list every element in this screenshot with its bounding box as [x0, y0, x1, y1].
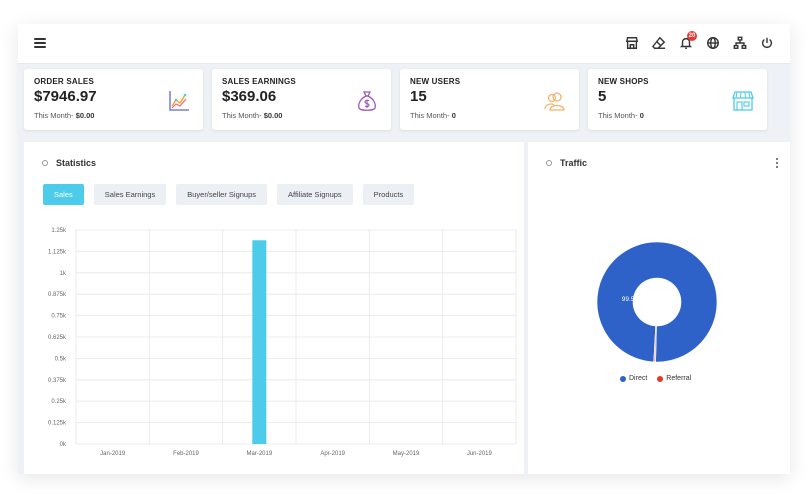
bar-mar-2019[interactable]: [252, 240, 267, 444]
circle-icon: [546, 160, 552, 166]
card-subtext: This Month- 0: [598, 111, 767, 120]
card-subtext: This Month- $0.00: [222, 111, 391, 120]
new-shops-card: NEW SHOPS 5 This Month- 0: [588, 69, 767, 130]
eraser-icon[interactable]: [650, 34, 668, 52]
summary-cards: ORDER SALES $7946.97 This Month- $0.00 S…: [24, 69, 767, 130]
y-tick-label: 0.5k: [55, 356, 67, 362]
legend-label: Direct: [629, 375, 648, 382]
globe-icon[interactable]: [704, 34, 722, 52]
statistics-tabs: Sales Sales Earnings Buyer/seller Signup…: [43, 184, 415, 205]
y-tick-label: 0.75k: [51, 314, 67, 320]
slice-direct[interactable]: [596, 241, 718, 363]
traffic-panel: Traffic 99.5% Direct Referral: [528, 142, 790, 474]
card-sub-label: This Month-: [598, 111, 638, 120]
card-sub-label: This Month-: [34, 111, 74, 120]
y-tick-label: 1k: [60, 271, 67, 277]
traffic-legend: Direct Referral: [620, 375, 691, 382]
x-tick-label: Jun-2019: [467, 451, 493, 457]
legend-item-direct[interactable]: Direct: [620, 375, 647, 382]
statistics-header: Statistics: [42, 158, 96, 168]
users-icon: [544, 92, 565, 111]
card-value: $369.06: [222, 88, 277, 105]
circle-icon: [42, 160, 48, 166]
sales-bar-chart: 0k 0.125k 0.25k 0.375k 0.5k 0.625k 0.75k 0.875k…: [48, 228, 517, 457]
x-tick-label: Mar-2019: [246, 451, 272, 457]
power-icon[interactable]: [758, 34, 776, 52]
notification-badge: 20: [687, 31, 697, 41]
money-bag-icon: [358, 91, 376, 111]
sitemap-icon[interactable]: [731, 34, 749, 52]
sales-earnings-card: SALES EARNINGS $369.06 This Month- $0.00: [212, 69, 391, 130]
tab-buyer-seller-signups[interactable]: Buyer/seller Signups: [176, 184, 268, 205]
tab-sales-earnings[interactable]: Sales Earnings: [93, 184, 167, 205]
store-icon[interactable]: [623, 34, 641, 52]
order-sales-card: ORDER SALES $7946.97 This Month- $0.00: [24, 69, 203, 130]
card-sub-value: 0: [639, 111, 644, 120]
card-subtext: This Month- $0.00: [34, 111, 203, 120]
chart-trend-icon: [169, 91, 189, 111]
top-icons: 20: [623, 31, 776, 52]
y-tick-label: 1.25k: [51, 228, 67, 234]
card-title: NEW USERS: [410, 77, 461, 86]
panel-title: Traffic: [560, 158, 588, 168]
x-tick-label: Apr-2019: [320, 451, 345, 457]
card-sub-value: 0: [451, 111, 456, 120]
legend-dot: [620, 375, 626, 382]
card-title: NEW SHOPS: [598, 77, 649, 86]
bell-icon[interactable]: 20: [677, 31, 697, 52]
traffic-donut-chart: 99.5%: [596, 241, 718, 363]
y-tick-label: 1.125k: [48, 249, 67, 255]
card-sub-label: This Month-: [222, 111, 262, 120]
x-tick-label: May-2019: [393, 451, 420, 457]
tab-sales[interactable]: Sales: [43, 184, 84, 205]
card-title: ORDER SALES: [34, 77, 94, 86]
y-tick-label: 0.125k: [48, 421, 67, 427]
x-tick-label: Jan-2019: [100, 451, 126, 457]
card-value: 5: [598, 88, 607, 105]
statistics-panel: Statistics Sales Sales Earnings Buyer/se…: [24, 142, 524, 474]
hamburger-icon[interactable]: [34, 38, 46, 48]
slice-data-label: 99.5%: [622, 296, 641, 303]
card-sub-value: $0.00: [263, 111, 283, 120]
app-frame: 20 ORDER SALES $7946.97 This Month- $0.0…: [18, 24, 790, 474]
card-title: SALES EARNINGS: [222, 77, 296, 86]
traffic-header: Traffic: [546, 158, 587, 168]
card-sub-value: $0.00: [75, 111, 95, 120]
shop-icon: [732, 91, 754, 111]
card-value: $7946.97: [34, 88, 97, 105]
top-bar: 20: [18, 24, 790, 64]
y-tick-label: 0.875k: [48, 292, 67, 298]
more-options-icon[interactable]: [776, 158, 778, 168]
panel-title: Statistics: [56, 158, 97, 168]
y-tick-label: 0.375k: [48, 378, 67, 384]
tab-products[interactable]: Products: [362, 184, 415, 205]
tab-affiliate-signups[interactable]: Affiliate Signups: [277, 184, 353, 205]
x-tick-label: Feb-2019: [173, 451, 199, 457]
legend-dot: [657, 375, 664, 382]
card-subtext: This Month- 0: [410, 111, 579, 120]
y-tick-label: 0.25k: [51, 399, 67, 405]
slice-referral[interactable]: [653, 325, 657, 363]
y-tick-label: 0.625k: [48, 335, 67, 341]
y-tick-label: 0k: [60, 442, 67, 448]
new-users-card: NEW USERS 15 This Month- 0: [400, 69, 579, 130]
legend-item-referral[interactable]: Referral: [657, 375, 691, 382]
card-sub-label: This Month-: [410, 111, 450, 120]
card-value: 15: [410, 88, 427, 105]
legend-label: Referral: [666, 375, 692, 382]
